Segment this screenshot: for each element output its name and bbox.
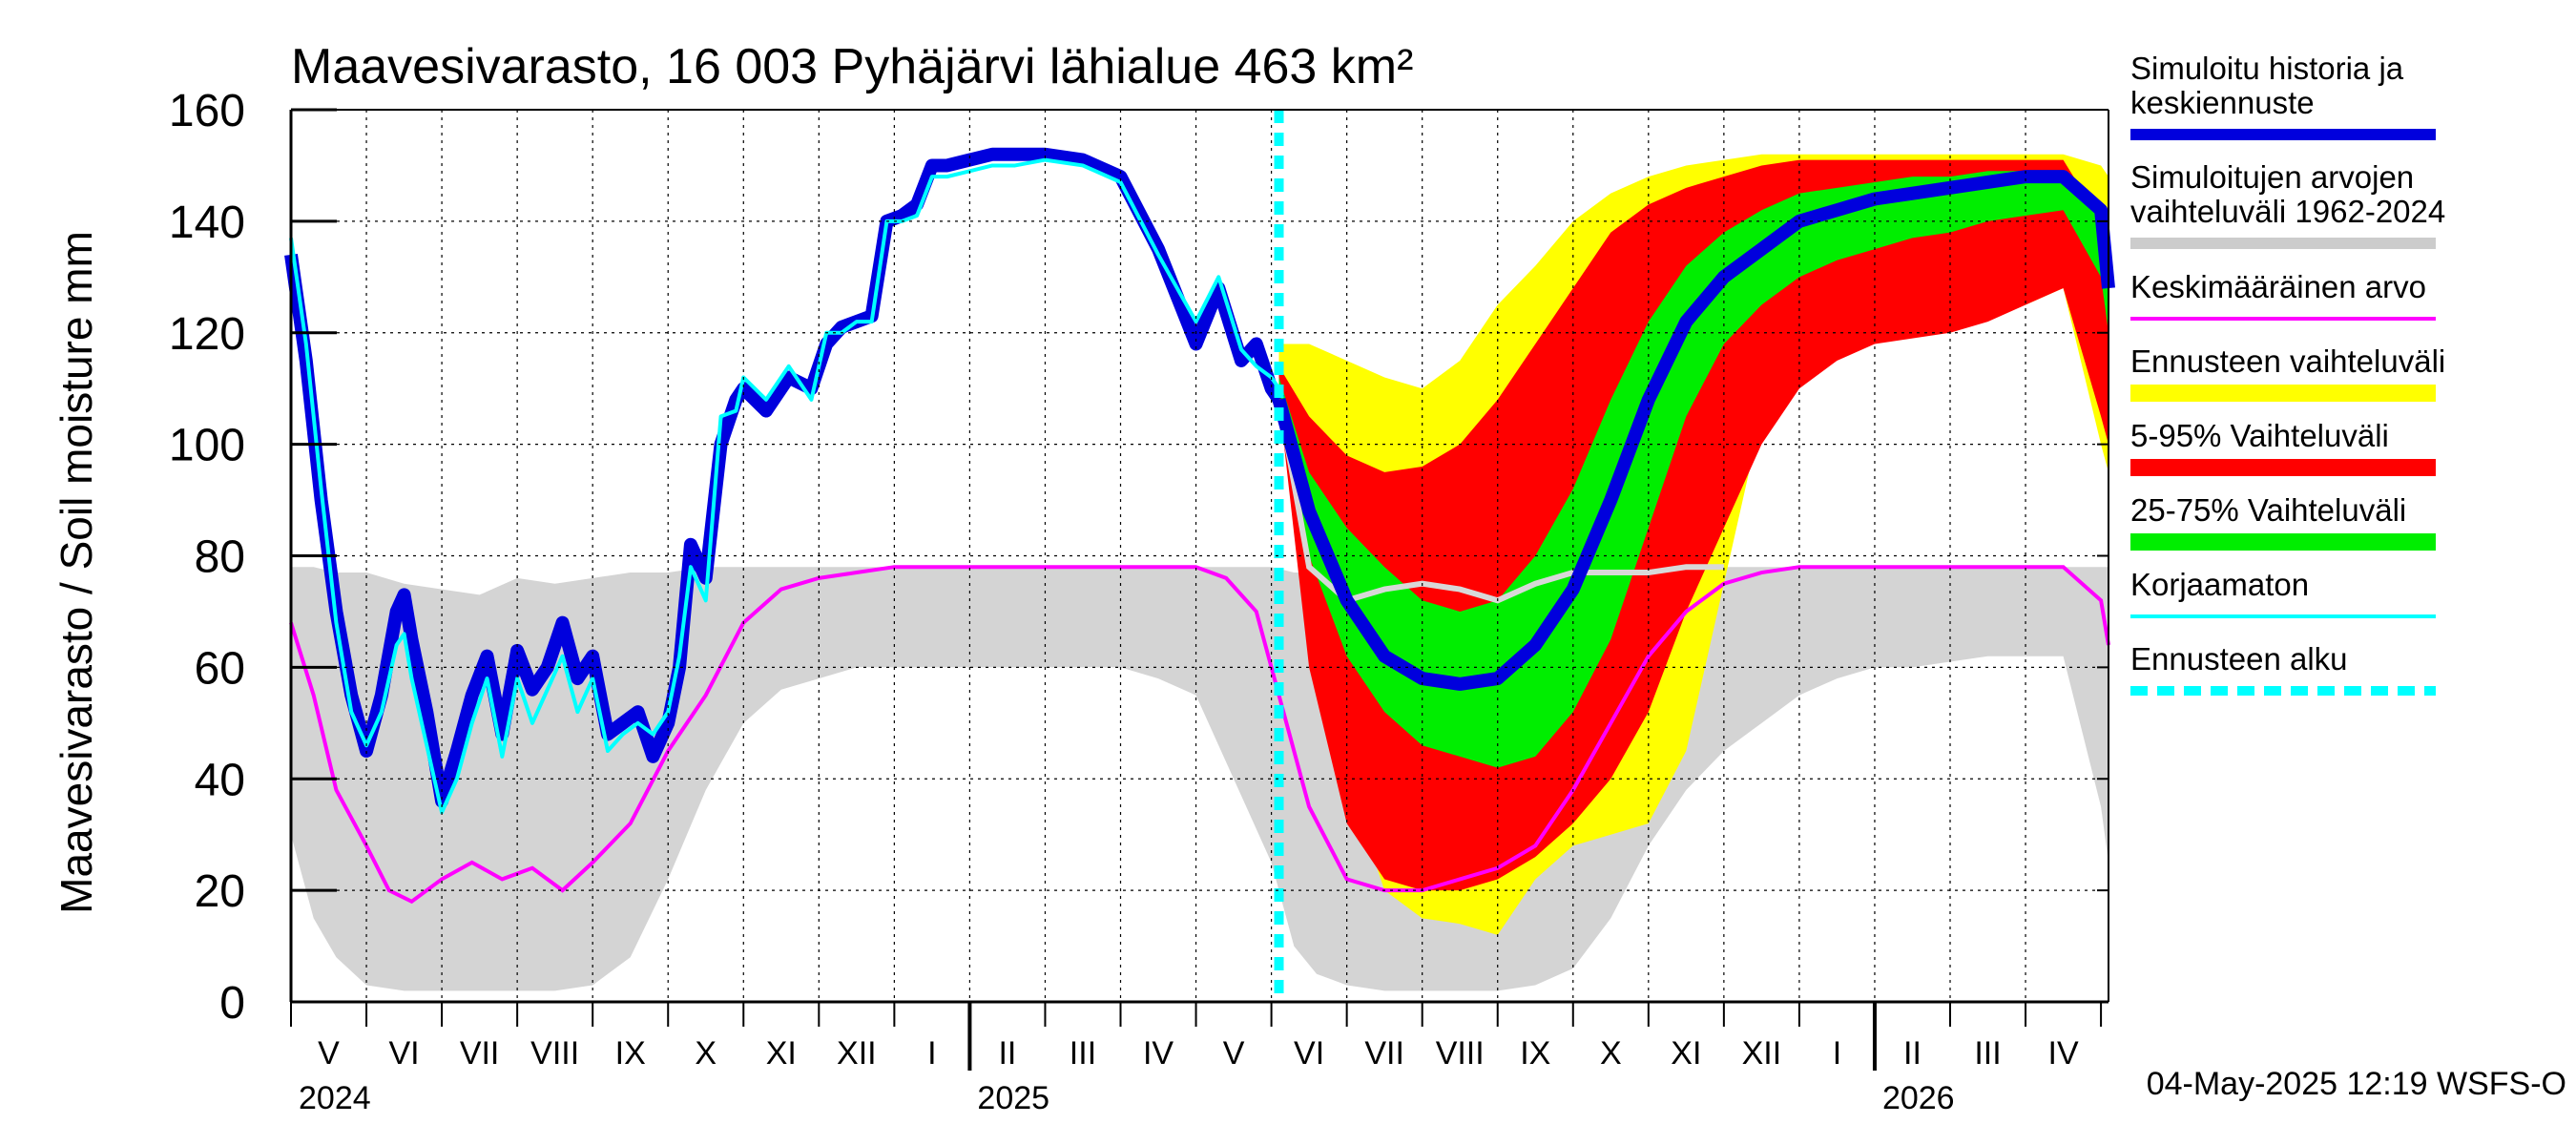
legend-label: Ennusteen alku [2130, 641, 2348, 677]
y-tick-label: 120 [169, 309, 245, 360]
legend-label: Ennusteen vaihteluväli [2130, 344, 2445, 379]
x-month-label: XII [837, 1035, 877, 1072]
y-axis-label: Maavesivarasto / Soil moisture mm [52, 231, 101, 914]
forecast-25-75-band [1278, 171, 2109, 768]
x-month-label: X [1600, 1035, 1622, 1072]
x-month-label: I [927, 1035, 936, 1072]
legend-label-line: Simuloitujen arvojen [2130, 159, 2414, 195]
x-month-label: IX [1520, 1035, 1550, 1072]
legend-label: Simuloitu historia ja keskiennuste [2130, 51, 2404, 120]
x-month-label: VIII [1436, 1035, 1485, 1072]
uncorrected-line [289, 157, 1281, 815]
x-month-label: V [318, 1035, 340, 1072]
legend-label: Keskimääräinen arvo [2130, 269, 2426, 304]
x-month-label: IX [615, 1035, 646, 1072]
legend-label-line: vaihteluväli 1962-2024 [2130, 194, 2445, 229]
legend-label: Korjaamaton [2130, 567, 2309, 602]
legend-label: 5-95% Vaihteluväli [2130, 418, 2389, 453]
x-year-label: 2025 [977, 1080, 1049, 1116]
legend-label-line: Simuloitu historia ja [2130, 51, 2404, 86]
x-month-label: II [1903, 1035, 1922, 1072]
x-month-label: V [1223, 1035, 1245, 1072]
y-tick-label: 60 [195, 643, 245, 694]
legend-label-line: keskiennuste [2130, 85, 2315, 120]
x-month-label: XII [1742, 1035, 1782, 1072]
x-month-label: I [1833, 1035, 1841, 1072]
x-month-label: VI [389, 1035, 420, 1072]
legend-symbol [2130, 459, 2436, 476]
x-month-label: III [1974, 1035, 2001, 1072]
x-month-label: IV [2048, 1035, 2079, 1072]
x-month-label: X [695, 1035, 717, 1072]
forecast-median-line [1272, 170, 2115, 691]
x-month-label: VIII [530, 1035, 579, 1072]
y-tick-label: 100 [169, 421, 245, 471]
x-month-label: VII [1364, 1035, 1404, 1072]
mean-line [289, 565, 2110, 905]
x-month-label: II [998, 1035, 1016, 1072]
x-year-label: 2024 [299, 1080, 371, 1116]
x-month-label: VI [1294, 1035, 1324, 1072]
chart-title: Maavesivarasto, 16 003 Pyhäjärvi lähialu… [291, 39, 1413, 94]
legend-symbol [2130, 385, 2436, 402]
legend-label: Simuloitujen arvojen vaihteluväli 1962-20… [2130, 159, 2445, 229]
y-tick-label: 160 [169, 86, 245, 136]
legend-label: 25-75% Vaihteluväli [2130, 492, 2406, 528]
history-line [284, 147, 1285, 808]
footer-timestamp: 04-May-2025 12:19 WSFS-O [2147, 1066, 2566, 1102]
x-year-label: 2026 [1882, 1080, 1955, 1116]
legend-symbol [2130, 533, 2436, 551]
x-month-label: VII [460, 1035, 500, 1072]
y-tick-label: 140 [169, 198, 245, 248]
y-tick-label: 0 [219, 978, 245, 1029]
x-month-label: III [1070, 1035, 1096, 1072]
y-tick-label: 20 [195, 866, 245, 917]
x-month-label: XI [1671, 1035, 1701, 1072]
plot-area [284, 110, 2115, 1002]
y-tick-label: 80 [195, 532, 245, 583]
x-month-label: IV [1143, 1035, 1174, 1072]
y-tick-label: 40 [195, 755, 245, 805]
x-month-label: XI [766, 1035, 797, 1072]
legend: Simuloitu historia ja keskiennusteSimuloi… [2130, 51, 2445, 696]
